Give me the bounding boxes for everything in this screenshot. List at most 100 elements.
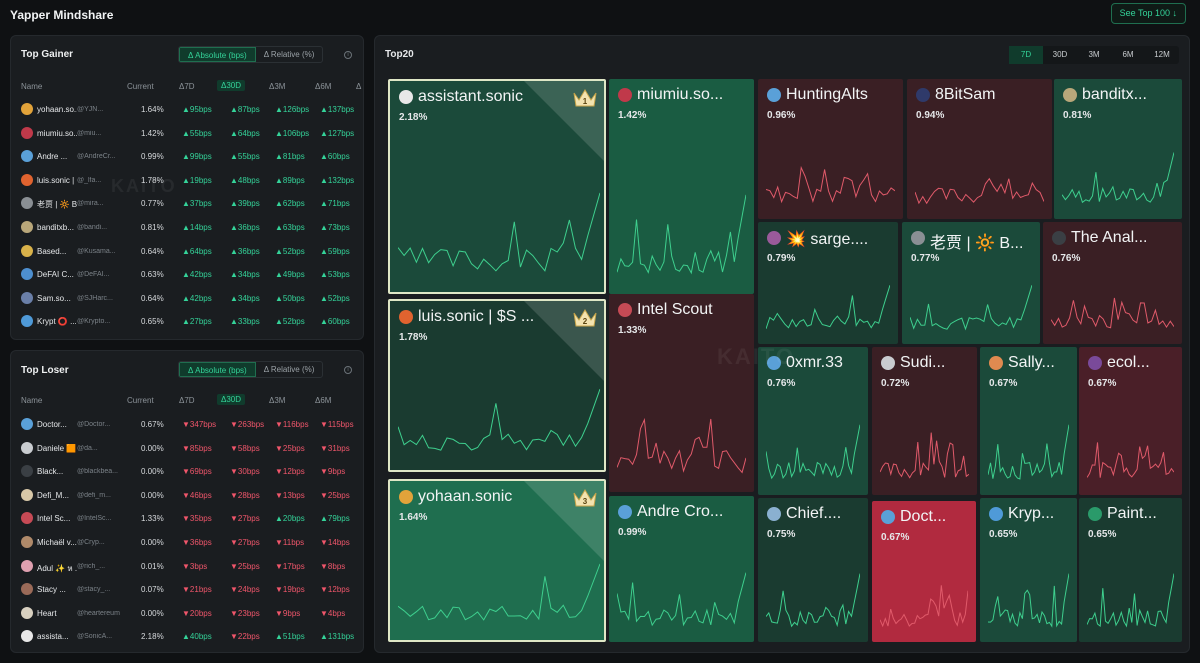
col-3m[interactable]: Δ3M	[269, 82, 286, 91]
timeframe-6m[interactable]: 6M	[1122, 50, 1134, 59]
avatar	[21, 150, 33, 163]
treemap-tile[interactable]: Intel Scout 1.33%	[609, 294, 754, 492]
treemap-tile[interactable]: miumiu.so... 1.42%	[609, 79, 754, 294]
info-icon[interactable]: i	[344, 51, 352, 59]
table-row[interactable]: Heart @heartereum 0.00% ▼20bps ▼23bps ▼9bps ▼4…	[11, 602, 363, 626]
loser-relative-tab[interactable]: Δ Relative (%)	[263, 365, 315, 374]
treemap-tile[interactable]: yohaan.sonic 1.64% 3	[388, 479, 606, 642]
col-6m[interactable]: Δ6M	[315, 396, 332, 405]
col-name[interactable]: Name	[21, 396, 43, 405]
row-name[interactable]: Black...	[37, 467, 64, 477]
row-name[interactable]: Krypt ⭕ ...	[37, 317, 77, 327]
treemap-tile[interactable]: Kryp... 0.65%	[980, 498, 1077, 642]
col-7d[interactable]: Δ7D	[179, 82, 195, 91]
treemap-tile[interactable]: assistant.sonic 2.18% 1	[388, 79, 606, 294]
table-row[interactable]: yohaan.so... @YJN... 1.64% ▲95bps ▲87bps ▲126…	[11, 98, 363, 122]
treemap-tile[interactable]: 老贾 | 🔆 B... 0.77%	[902, 222, 1040, 344]
col-6m[interactable]: Δ6M	[315, 82, 332, 91]
table-row[interactable]: banditxb... @bandi... 0.81% ▲14bps ▲36bps ▲63…	[11, 216, 363, 240]
row-name[interactable]: Heart	[37, 608, 57, 618]
row-name[interactable]: Stacy ...	[37, 585, 66, 595]
col-more[interactable]: Δ	[356, 82, 362, 91]
treemap-tile[interactable]: 8BitSam 0.94%	[907, 79, 1052, 219]
table-row[interactable]: Intel Sc... @IntelSc... 1.33% ▼35bps ▼27bps ▲…	[11, 507, 363, 531]
tile-name: 8BitSam	[935, 86, 996, 103]
gainer-absolute-tab[interactable]: Δ Absolute (bps)	[179, 47, 256, 62]
col-30d[interactable]: Δ30D	[217, 80, 246, 91]
see-top-100-button[interactable]: See Top 100 ↓	[1110, 3, 1186, 24]
treemap-tile[interactable]: Chief.... 0.75%	[758, 498, 868, 642]
row-name[interactable]: Daniele 🟧 ...	[37, 443, 77, 453]
timeframe-12m[interactable]: 12M	[1154, 50, 1170, 59]
treemap-tile[interactable]: Sally... 0.67%	[980, 347, 1077, 495]
avatar	[21, 244, 33, 257]
row-name[interactable]: yohaan.so...	[37, 105, 77, 114]
table-row[interactable]: Defi_M... @defi_m... 0.00% ▼46bps ▼28bps ▼13b…	[11, 484, 363, 508]
treemap-tile[interactable]: HuntingAlts 0.96%	[758, 79, 903, 219]
table-row[interactable]: 老贾 | 🔆 Bi...@mira... 0.77% ▲37bps ▲39bps ▲62…	[11, 192, 363, 216]
row-name[interactable]: 老贾 | 🔆 Bi...	[37, 200, 77, 210]
table-row[interactable]: Michaël v... @Cryp... 0.00% ▼36bps ▼27bps ▼11…	[11, 531, 363, 555]
treemap-tile[interactable]: Sudi... 0.72%	[872, 347, 977, 495]
treemap-tile[interactable]: 💥 sarge.... 0.79%	[758, 222, 898, 344]
row-current: 1.78%	[141, 175, 164, 185]
row-delta-3m: ▲126bps	[275, 105, 310, 114]
row-name[interactable]: DeFAI C...	[37, 270, 74, 280]
table-row[interactable]: Krypt ⭕ ... @Krypto... 0.65% ▲27bps ▲33bps ▲5…	[11, 310, 363, 334]
col-name[interactable]: Name	[21, 82, 43, 91]
col-3m[interactable]: Δ3M	[269, 396, 286, 405]
row-name[interactable]: Sam.so...	[37, 293, 71, 303]
row-name[interactable]: Intel Sc...	[37, 514, 71, 524]
timeframe-7d[interactable]: 7D	[1009, 46, 1043, 64]
table-row[interactable]: assista... @SonicA... 2.18% ▲40bps ▼22bps ▲51…	[11, 625, 363, 649]
rank-number: 1	[583, 97, 588, 106]
table-row[interactable]: Andre ... @AndreCr... 0.99% ▲99bps ▲55bps ▲81…	[11, 145, 363, 169]
treemap-tile[interactable]: Paint... 0.65%	[1079, 498, 1182, 642]
row-delta-6m: ▼9bps	[320, 467, 346, 477]
table-row[interactable]: Adul ✨ ห ...@rich_... 0.01% ▼3bps ▼25bps ▼17…	[11, 555, 363, 579]
row-name[interactable]: assista...	[37, 632, 69, 642]
row-delta-6m: ▼31bps	[320, 443, 350, 453]
timeframe-30d[interactable]: 30D	[1052, 50, 1068, 59]
table-row[interactable]: Black... @blackbea... 0.00% ▼69bps ▼30bps ▼12…	[11, 460, 363, 484]
table-row[interactable]: Stacy ... @stacy_... 0.07% ▼21bps ▼24bps ▼19b…	[11, 578, 363, 602]
info-icon[interactable]: i	[344, 366, 352, 374]
row-name[interactable]: miumiu.so...	[37, 128, 77, 138]
row-name[interactable]: Michaël v...	[37, 538, 77, 547]
sparkline	[988, 424, 1069, 480]
col-7d[interactable]: Δ7D	[179, 396, 195, 405]
row-name[interactable]: Based...	[37, 246, 67, 256]
treemap-tile[interactable]: ecol... 0.67%	[1079, 347, 1182, 495]
row-name[interactable]: Andre ...	[37, 152, 68, 162]
treemap-tile[interactable]: banditx... 0.81%	[1054, 79, 1182, 219]
row-name[interactable]: luis.sonic | ...	[37, 175, 77, 185]
treemap-tile[interactable]: luis.sonic | $S ... 1.78% 2	[388, 299, 606, 472]
row-name[interactable]: Adul ✨ ห ...	[37, 563, 77, 573]
treemap-tile[interactable]: The Anal... 0.76%	[1043, 222, 1182, 344]
tile-name: Andre Cro...	[637, 503, 724, 520]
table-row[interactable]: Daniele 🟧 ...@da... 0.00% ▼85bps ▼58bps ▼25b…	[11, 437, 363, 461]
col-current[interactable]: Current	[127, 396, 154, 405]
col-current[interactable]: Current	[127, 82, 154, 91]
treemap-tile[interactable]: Andre Cro... 0.99%	[609, 496, 754, 642]
table-row[interactable]: Sam.so... @SJHarc... 0.64% ▲42bps ▲34bps ▲50b…	[11, 287, 363, 311]
table-row[interactable]: miumiu.so... @miu... 1.42% ▲55bps ▲64bps ▲106…	[11, 122, 363, 146]
row-name[interactable]: banditxb...	[37, 223, 74, 232]
treemap-tile[interactable]: Doct... 0.67%	[872, 501, 976, 642]
table-row[interactable]: DeFAI C... @DeFAI... 0.63% ▲42bps ▲34bps ▲49b…	[11, 263, 363, 287]
row-name[interactable]: Defi_M...	[37, 490, 70, 500]
avatar	[618, 303, 632, 317]
avatar	[1088, 356, 1102, 370]
table-row[interactable]: Doctor... @Doctor... 0.67% ▼347bps ▼263bps ▼1…	[11, 413, 363, 437]
row-delta-30d: ▼27bps	[230, 538, 260, 547]
table-row[interactable]: luis.sonic | ...@_lfa... 1.78% ▲19bps ▲48bp…	[11, 169, 363, 193]
treemap-tile[interactable]: 0xmr.33 0.76%	[758, 347, 868, 495]
row-name[interactable]: Doctor...	[37, 420, 67, 429]
avatar	[881, 510, 895, 524]
table-row[interactable]: Based... @Kusama... 0.64% ▲64bps ▲36bps ▲52bp…	[11, 240, 363, 264]
loser-absolute-tab[interactable]: Δ Absolute (bps)	[179, 362, 256, 377]
gainer-relative-tab[interactable]: Δ Relative (%)	[263, 50, 315, 59]
timeframe-3m[interactable]: 3M	[1088, 50, 1100, 59]
row-delta-6m: ▲60bps	[320, 317, 350, 327]
col-30d[interactable]: Δ30D	[217, 394, 246, 405]
